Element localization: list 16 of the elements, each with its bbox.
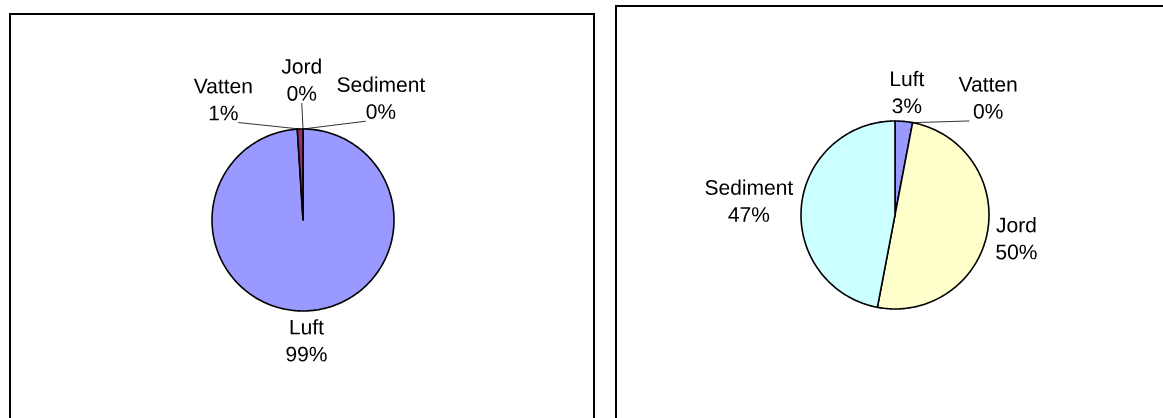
slice-label: Luft	[891, 70, 925, 87]
slice-label: Vatten	[193, 78, 252, 94]
category-label: Sediment	[337, 76, 426, 93]
data-label: 50%	[996, 244, 1037, 260]
data-label: 3%	[892, 98, 922, 114]
text: 0%	[366, 104, 396, 120]
text: 0%	[973, 103, 1003, 119]
category-label: Jord	[281, 58, 321, 74]
data-label: 1%	[209, 105, 238, 121]
data-label: 99%	[286, 346, 327, 362]
slice-label: Luft	[290, 319, 324, 335]
data-label: 47%	[728, 207, 770, 222]
slice-label: Jord	[996, 217, 1036, 233]
category-label: Vatten	[958, 77, 1017, 92]
slice-label: Sediment	[705, 179, 794, 195]
text: 0%	[287, 85, 317, 101]
